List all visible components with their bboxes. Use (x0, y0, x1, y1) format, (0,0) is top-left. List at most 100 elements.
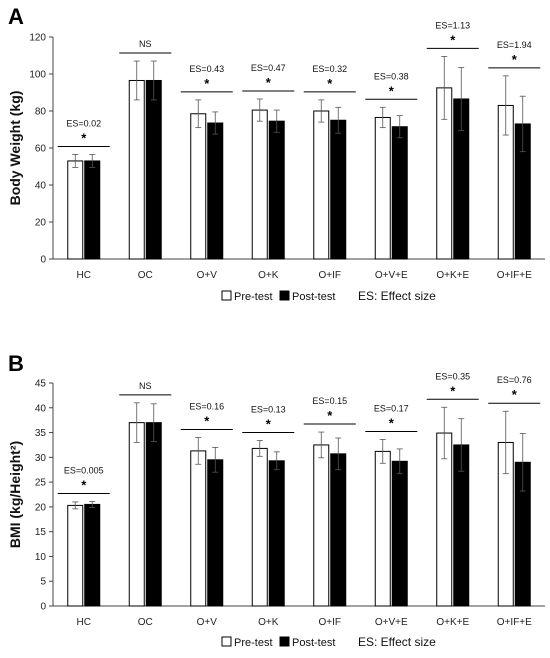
panel-a-y-tick-label: 100 (29, 70, 46, 81)
panel-b-bar-pre (190, 450, 207, 607)
panel-a-significance-star: * (266, 75, 272, 90)
panel-b-y-axis-title: BMI (kg/Height²) (7, 441, 23, 548)
panel-b-y-tick-label: 10 (35, 552, 47, 563)
panel-a-effect-size-label: NS (139, 39, 152, 49)
panel-a-bar-pre (374, 116, 391, 260)
panel-b-effect-size-label: ES=0.17 (374, 403, 409, 413)
panel-a-bar-pre (251, 109, 268, 260)
panel-b-bar-post (84, 503, 101, 607)
panel-b-x-tick-label: O+IF (318, 617, 341, 628)
panel-a-x-tick-label: O+IF (318, 270, 341, 281)
panel-a-bar-post (391, 126, 408, 260)
panel-a-bar-post (145, 79, 162, 260)
panel-b-effect-size-label: ES=0.35 (435, 371, 470, 381)
panel-b-effect-size-label: ES=0.005 (64, 465, 104, 475)
panel-a-effect-size-label: ES=0.43 (189, 64, 224, 74)
panel-b-effect-size-label: ES=0.13 (251, 404, 286, 414)
panel-b-x-tick-label: O+IF+E (497, 617, 532, 628)
panel-b-y-tick-label: 30 (35, 453, 47, 464)
panel-a-effect-size-label: ES=1.13 (435, 20, 470, 30)
panel-b-x-tick-label: O+K (258, 617, 279, 628)
panel-b-significance-star: * (389, 415, 395, 430)
panel-b-effect-size-label: ES=0.16 (189, 402, 224, 412)
panel-a-bar-post (207, 122, 224, 260)
panel-a-significance-star: * (204, 76, 210, 91)
panel-b-effect-size-label: ES=0.15 (312, 396, 347, 406)
panel-a-effect-size-label: ES=0.02 (66, 118, 101, 128)
panel-a-legend-label-pre: Pre-test (234, 291, 273, 303)
panel-b-y-tick-label: 20 (35, 502, 47, 513)
panel-b-bar-post (268, 460, 285, 607)
panel-a-significance-star: * (327, 76, 333, 91)
panel-b-y-tick-label: 5 (40, 577, 46, 588)
panel-a-legend-swatch-post (279, 290, 290, 301)
panel-b-significance-star: * (327, 408, 333, 423)
panel-a-bar-pre (128, 79, 145, 260)
panel-a-bar-post (268, 120, 285, 260)
panel-b-legend-note: ES: Effect size (358, 635, 436, 649)
panel-a-legend-note: ES: Effect size (358, 289, 436, 303)
panel-a-effect-size-label: ES=0.47 (251, 63, 286, 73)
panel-b-legend-swatch-pre (221, 636, 232, 647)
panel-a-significance-star: * (450, 32, 456, 47)
panel-a-bar-post (84, 160, 101, 260)
panel-a-bar-post (330, 119, 347, 260)
panel-b-bar-pre (313, 444, 330, 607)
panel-a-bar-pre (190, 113, 207, 260)
panel-b-bar-pre (374, 450, 391, 607)
panel-b-x-tick-label: O+V (197, 617, 218, 628)
panel-b-significance-star: * (266, 416, 272, 431)
panel-b-y-tick-label: 25 (35, 478, 47, 489)
panel-a-x-tick-label: O+K (258, 270, 279, 281)
panel-b-bar-post (391, 460, 408, 607)
panel-a-effect-size-label: ES=0.32 (312, 64, 347, 74)
panel-b-x-tick-label: O+K+E (436, 617, 469, 628)
panel-a-y-tick-label: 40 (35, 181, 47, 192)
panel-b-y-tick-label: 45 (35, 379, 47, 390)
panel-b-y-tick-label: 15 (35, 527, 47, 538)
panel-a-label: A (8, 4, 24, 29)
panel-b-y-tick-label: 0 (40, 602, 46, 613)
panel-b-y-tick-label: 35 (35, 428, 47, 439)
panel-b-bar-pre (67, 504, 84, 607)
panel-b-significance-star: * (81, 477, 87, 492)
panel-b-y-tick-label: 40 (35, 403, 47, 414)
panel-b-bar-pre (251, 447, 268, 607)
panel-b-effect-size-label: NS (139, 381, 152, 391)
panel-b-significance-star: * (512, 387, 518, 402)
panel-a-x-tick-label: O+K+E (436, 270, 469, 281)
panel-b-x-tick-label: OC (138, 617, 153, 628)
panel-a-y-axis-title: Body Weight (kg) (7, 91, 23, 206)
panel-a-x-tick-label: HC (77, 270, 91, 281)
panel-a-bar-pre (67, 160, 84, 260)
panel-a-effect-size-label: ES=0.38 (374, 71, 409, 81)
panel-a-x-tick-label: O+V (197, 270, 218, 281)
panel-b-legend-label-pre: Pre-test (234, 637, 273, 649)
panel-a-y-tick-label: 60 (35, 144, 47, 155)
panel-a-y-tick-label: 0 (40, 255, 46, 266)
panel-b-x-tick-label: HC (77, 617, 91, 628)
panel-b-significance-star: * (450, 383, 456, 398)
panel-b-bar-post (207, 459, 224, 607)
panel-a-x-tick-label: O+IF+E (497, 270, 532, 281)
panel-b-significance-star: * (204, 414, 210, 429)
panel-a-x-tick-label: O+V+E (375, 270, 408, 281)
panel-a-significance-star: * (512, 52, 518, 67)
panel-a-legend-swatch-pre (221, 290, 232, 301)
panel-b-label: B (8, 351, 24, 376)
panel-b-bar-post (330, 453, 347, 607)
panel-a-significance-star: * (81, 130, 87, 145)
panel-a-y-tick-label: 80 (35, 107, 47, 118)
panel-b-x-tick-label: O+V+E (375, 617, 408, 628)
panel-a-y-tick-label: 20 (35, 218, 47, 229)
panel-a-legend-label-post: Post-test (292, 291, 335, 303)
panel-b-legend-swatch-post (279, 636, 290, 647)
panel-b-bar-pre (128, 422, 145, 607)
panel-a-y-tick-label: 120 (29, 33, 46, 44)
panel-a-significance-star: * (389, 83, 395, 98)
panel-b-bar-post (145, 422, 162, 607)
panel-a-bar-pre (313, 110, 330, 260)
panel-b-effect-size-label: ES=0.76 (497, 375, 532, 385)
panel-a-effect-size-label: ES=1.94 (497, 40, 532, 50)
